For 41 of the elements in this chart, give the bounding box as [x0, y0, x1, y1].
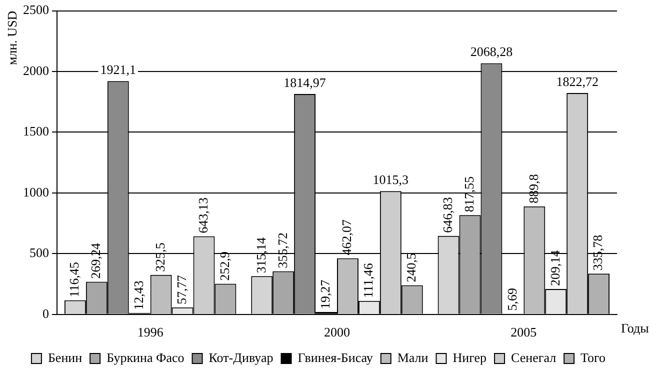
data-label: 889,8 — [526, 174, 541, 204]
legend-label: Сенегал — [511, 350, 557, 365]
data-label: 1015,3 — [372, 172, 409, 188]
data-label: 240,5 — [404, 252, 419, 282]
y-tick-label: 2500 — [23, 2, 49, 18]
x-tick-label: 2005 — [510, 324, 537, 340]
data-label: 335,78 — [590, 234, 606, 271]
legend-label: Того — [580, 350, 606, 365]
legend-label: Нигер — [452, 350, 487, 365]
data-label: 12,43 — [131, 280, 146, 310]
data-label: 116,45 — [66, 262, 82, 298]
legend-label: Гвинея-Бисау — [298, 350, 374, 365]
data-label: 19,27 — [318, 279, 333, 310]
y-tick-label: 0 — [42, 306, 49, 321]
data-label: 2068,28 — [470, 44, 513, 60]
y-tick-label: 1500 — [23, 124, 49, 139]
x-axis-title: Годы — [621, 320, 650, 336]
data-label: 315,14 — [253, 236, 268, 274]
data-label: 462,07 — [339, 219, 354, 256]
data-label: 5,69 — [504, 288, 520, 311]
data-label: 209,14 — [547, 250, 562, 286]
data-label: 646,83 — [440, 197, 455, 233]
data-label: 269,24 — [88, 242, 104, 279]
data-label: 1921,1 — [100, 62, 136, 78]
y-axis-title: млн. USD — [4, 10, 20, 65]
legend-label: Кот-Дивуар — [208, 350, 274, 365]
x-tick-label: 1996 — [137, 324, 164, 340]
y-tick-label: 1000 — [23, 184, 49, 200]
data-label: 111,46 — [360, 262, 376, 298]
legend-label: Мали — [397, 350, 428, 365]
data-label: 1822,72 — [556, 74, 598, 89]
data-label: 355,72 — [274, 232, 290, 268]
legend-label: Бенин — [48, 350, 82, 365]
legend-label: Буркина Фасо — [106, 350, 184, 365]
y-tick-label: 2000 — [23, 62, 49, 78]
x-tick-label: 2000 — [324, 324, 350, 340]
data-label: 817,55 — [461, 176, 476, 212]
data-label: 57,77 — [174, 274, 189, 304]
y-tick-label: 500 — [30, 245, 49, 260]
data-label: 643,13 — [195, 198, 210, 234]
data-label: 1814,97 — [284, 74, 326, 90]
